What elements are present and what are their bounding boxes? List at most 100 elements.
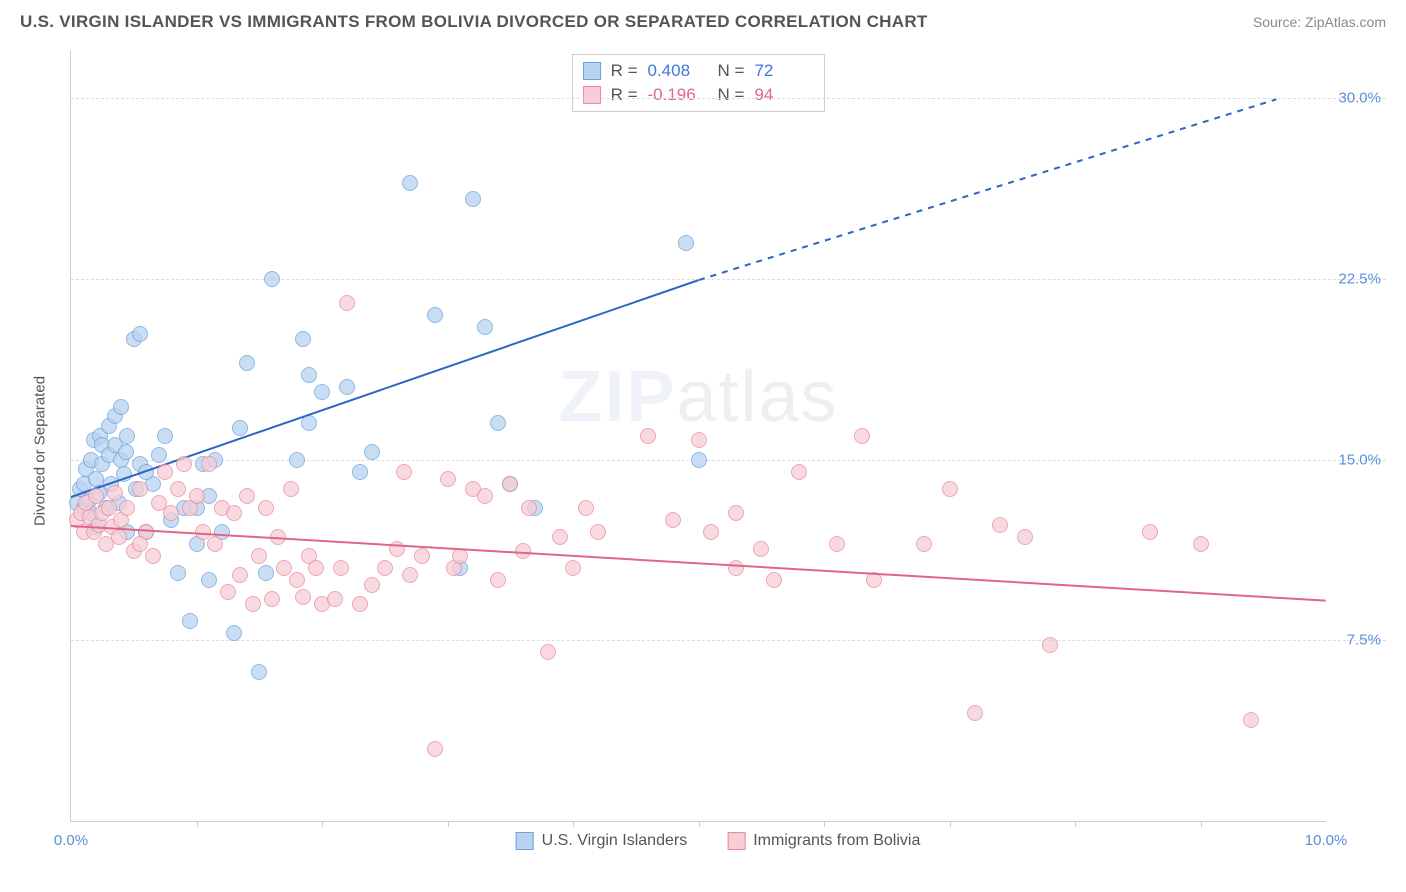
x-tick: [824, 821, 825, 827]
data-point: [189, 488, 205, 504]
data-point: [427, 307, 443, 323]
y-tick-label: 15.0%: [1338, 451, 1381, 468]
x-tick: [699, 821, 700, 827]
data-point: [590, 524, 606, 540]
source-label: Source: ZipAtlas.com: [1253, 14, 1386, 30]
data-point: [226, 505, 242, 521]
n-label: N =: [718, 61, 745, 81]
x-tick: [1075, 821, 1076, 827]
data-point: [490, 572, 506, 588]
data-point: [691, 432, 707, 448]
data-point: [295, 589, 311, 605]
r-value: -0.196: [648, 85, 708, 105]
data-point: [678, 235, 694, 251]
legend-item: Immigrants from Bolivia: [727, 832, 920, 850]
x-tick: [573, 821, 574, 827]
data-point: [145, 548, 161, 564]
gridline: [71, 640, 1386, 641]
data-point: [377, 560, 393, 576]
chart-container: Divorced or Separated ZIPatlas R =0.408N…: [50, 50, 1386, 852]
data-point: [251, 548, 267, 564]
legend-label: Immigrants from Bolivia: [753, 832, 920, 850]
data-point: [1142, 524, 1158, 540]
data-point: [119, 500, 135, 516]
data-point: [314, 384, 330, 400]
data-point: [402, 567, 418, 583]
y-tick-label: 22.5%: [1338, 270, 1381, 287]
stats-row: R =-0.196N =94: [583, 83, 815, 107]
data-point: [364, 444, 380, 460]
data-point: [414, 548, 430, 564]
legend-swatch: [727, 832, 745, 850]
data-point: [364, 577, 380, 593]
data-point: [251, 664, 267, 680]
data-point: [1017, 529, 1033, 545]
data-point: [691, 452, 707, 468]
data-point: [942, 481, 958, 497]
legend-swatch: [516, 832, 534, 850]
data-point: [301, 415, 317, 431]
data-point: [226, 625, 242, 641]
data-point: [703, 524, 719, 540]
data-point: [829, 536, 845, 552]
gridline: [71, 460, 1386, 461]
data-point: [201, 572, 217, 588]
x-tick: [197, 821, 198, 827]
legend-item: U.S. Virgin Islanders: [516, 832, 688, 850]
gridline: [71, 98, 1386, 99]
watermark-bold: ZIP: [558, 357, 676, 437]
data-point: [967, 705, 983, 721]
r-label: R =: [611, 85, 638, 105]
x-tick: [448, 821, 449, 827]
data-point: [113, 399, 129, 415]
data-point: [540, 644, 556, 660]
data-point: [157, 428, 173, 444]
data-point: [151, 447, 167, 463]
data-point: [264, 591, 280, 607]
data-point: [176, 456, 192, 472]
y-tick-label: 7.5%: [1347, 632, 1381, 649]
data-point: [220, 584, 236, 600]
data-point: [295, 331, 311, 347]
data-point: [402, 175, 418, 191]
data-point: [992, 517, 1008, 533]
data-point: [396, 464, 412, 480]
x-tick: [950, 821, 951, 827]
data-point: [1193, 536, 1209, 552]
data-point: [352, 596, 368, 612]
data-point: [854, 428, 870, 444]
data-point: [232, 567, 248, 583]
y-axis-label: Divorced or Separated: [32, 376, 49, 526]
r-label: R =: [611, 61, 638, 81]
data-point: [264, 271, 280, 287]
data-point: [132, 481, 148, 497]
data-point: [640, 428, 656, 444]
data-point: [170, 565, 186, 581]
data-point: [118, 444, 134, 460]
data-point: [289, 452, 305, 468]
data-point: [1042, 637, 1058, 653]
n-label: N =: [718, 85, 745, 105]
watermark-thin: atlas: [676, 357, 838, 437]
data-point: [289, 572, 305, 588]
data-point: [502, 476, 518, 492]
data-point: [333, 560, 349, 576]
plot-area: ZIPatlas R =0.408N =72R =-0.196N =94 7.5…: [70, 50, 1326, 822]
data-point: [552, 529, 568, 545]
data-point: [201, 456, 217, 472]
data-point: [88, 488, 104, 504]
data-point: [258, 565, 274, 581]
data-point: [111, 529, 127, 545]
data-point: [791, 464, 807, 480]
data-point: [327, 591, 343, 607]
data-point: [258, 500, 274, 516]
data-point: [440, 471, 456, 487]
r-value: 0.408: [648, 61, 708, 81]
x-tick-label: 10.0%: [1305, 832, 1348, 849]
bottom-legend: U.S. Virgin Islanders Immigrants from Bol…: [516, 832, 921, 850]
data-point: [132, 536, 148, 552]
watermark: ZIPatlas: [558, 356, 838, 438]
data-point: [753, 541, 769, 557]
data-point: [182, 613, 198, 629]
series-swatch: [583, 62, 601, 80]
